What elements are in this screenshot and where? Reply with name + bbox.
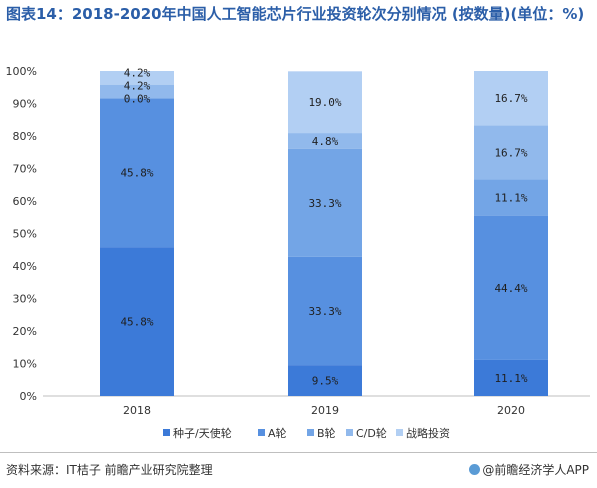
data-label: 16.7% [494, 92, 527, 105]
legend-swatch [258, 429, 265, 436]
data-label: 45.8% [120, 316, 153, 329]
bar-segment [288, 148, 362, 257]
legend-label: C/D轮 [356, 426, 387, 440]
bar-segment [474, 125, 548, 180]
y-tick-label: 90% [13, 98, 37, 111]
data-label: 19.0% [308, 96, 341, 109]
data-label: 33.3% [308, 305, 341, 318]
chart-title: 图表14：2018-2020年中国人工智能芯片行业投资轮次分别情况 (按数量)(… [6, 5, 585, 23]
legend-swatch [163, 429, 170, 436]
bar-segment [288, 133, 362, 149]
x-tick-label: 2020 [497, 404, 525, 417]
source-note: 资料来源：IT桔子 前瞻产业研究院整理 [6, 463, 213, 477]
bar-segment [288, 365, 362, 396]
y-tick-label: 0% [20, 390, 37, 403]
y-tick-label: 20% [13, 325, 37, 338]
bar-segment [100, 247, 174, 396]
data-label: 11.1% [494, 372, 527, 385]
bar-segment [474, 179, 548, 216]
y-tick-label: 60% [13, 195, 37, 208]
bar-segment [474, 215, 548, 360]
data-label: 33.3% [308, 197, 341, 210]
y-tick-label: 40% [13, 260, 37, 273]
bar-segment [288, 256, 362, 366]
legend-label: A轮 [268, 426, 287, 440]
legend-swatch [346, 429, 353, 436]
data-label: 11.1% [494, 192, 527, 205]
bar-segment [288, 71, 362, 134]
y-tick-label: 10% [13, 358, 37, 371]
brand-text: @前瞻经济学人APP [482, 463, 589, 477]
data-label: 16.7% [494, 146, 527, 159]
y-tick-label: 30% [13, 293, 37, 306]
data-label: 44.4% [494, 282, 527, 295]
legend-label: B轮 [317, 426, 336, 440]
data-label: 45.8% [120, 167, 153, 180]
y-tick-label: 70% [13, 163, 37, 176]
legend-label: 种子/天使轮 [173, 426, 232, 440]
bar-segment [100, 84, 174, 99]
data-label: 9.5% [312, 375, 339, 388]
stacked-bar-chart: 0% 10% 20% 30% 40% 50% 60% 70% 80% 90% 100% 45.8% 45… [6, 65, 590, 440]
bar-segment [100, 98, 174, 248]
legend-swatch [307, 429, 314, 436]
data-label: 0.0% [124, 92, 151, 105]
brand-label: @前瞻经济学人APP [469, 461, 589, 478]
bar-segment [100, 71, 174, 85]
footer: 资料来源：IT桔子 前瞻产业研究院整理 @前瞻经济学人APP [0, 452, 597, 488]
y-tick-label: 50% [13, 228, 37, 241]
bar-segment [474, 359, 548, 396]
y-tick-label: 80% [13, 130, 37, 143]
x-tick-label: 2019 [311, 404, 339, 417]
data-label: 4.2% [124, 79, 151, 92]
bar-segment [474, 71, 548, 126]
data-label: 4.8% [312, 135, 339, 148]
legend-label: 战略投资 [406, 426, 450, 440]
legend-swatch [396, 429, 403, 436]
data-label: 4.2% [124, 66, 151, 79]
y-tick-label: 100% [6, 65, 37, 78]
brand-logo-icon [469, 464, 481, 475]
x-tick-label: 2018 [123, 404, 151, 417]
